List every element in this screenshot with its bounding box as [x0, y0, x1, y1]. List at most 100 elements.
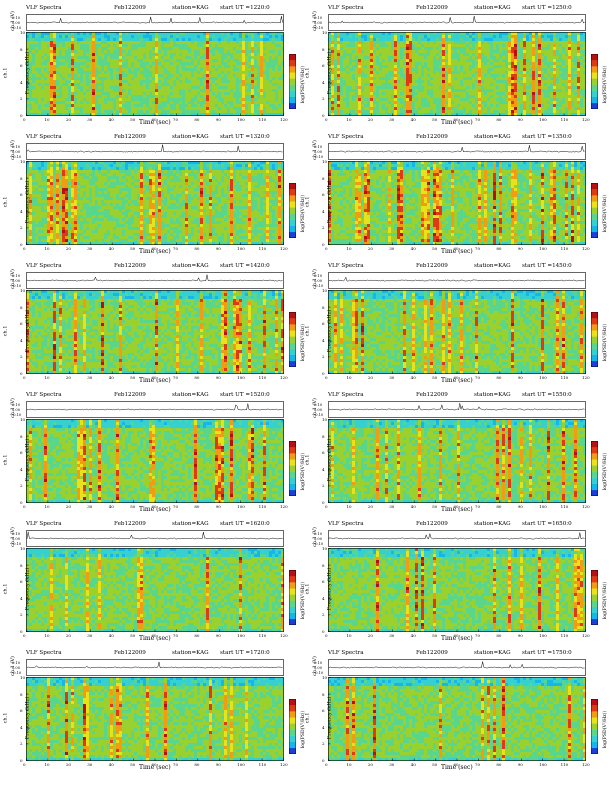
ts-tick-label: -0.10 — [12, 413, 21, 417]
ts-tick-label: 0.00 — [12, 150, 20, 154]
x-tick-label: 120 — [280, 762, 288, 767]
y-tick-label: 8 — [20, 47, 23, 52]
y-tick-label: 10 — [322, 288, 327, 293]
y-tick-label: 10 — [322, 159, 327, 164]
station-label: station=KAG — [474, 521, 511, 527]
x-tick-label: 20 — [66, 246, 71, 251]
time-series-plot — [328, 659, 586, 676]
x-tick-label: 60 — [454, 633, 459, 638]
spectrogram-image — [328, 419, 586, 503]
y-tick-label: 2 — [322, 483, 325, 488]
colorbar-segment — [591, 588, 598, 595]
time-series-plot — [328, 530, 586, 547]
y-tick-label: 0 — [322, 629, 325, 634]
channel-label: ch.1 — [2, 584, 8, 595]
colorbar-segment — [289, 594, 296, 601]
x-tick-label: 20 — [368, 375, 373, 380]
spectrogram-panel: VLF Spectra Feb122009 station=KAG start UT … — [2, 262, 306, 387]
colorbar — [591, 441, 598, 496]
y-tick-label: 0 — [322, 113, 325, 118]
colorbar-segment — [289, 711, 296, 718]
colorbar-segment — [289, 582, 296, 589]
x-tick-label: 100 — [539, 246, 547, 251]
ts-tick-label: -0.10 — [314, 26, 323, 30]
colorbar-segment — [289, 717, 296, 724]
spectrogram-plot — [328, 161, 586, 245]
x-tick-label: 0 — [23, 375, 26, 380]
colorbar-segment — [591, 312, 598, 319]
colorbar-frame — [289, 312, 296, 367]
y-axis-label: Frequency (kHz) — [326, 697, 332, 740]
time-series-frame — [328, 143, 586, 160]
colorbar-segment — [289, 735, 296, 742]
spectrogram-image — [26, 548, 284, 632]
x-tick-label: 90 — [518, 246, 523, 251]
colorbar-segment — [289, 741, 296, 749]
colorbar-label: log(PSD(V²/Hz)) — [603, 66, 608, 103]
station-label: station=KAG — [474, 650, 511, 656]
ts-tick-label: 0.10 — [12, 403, 20, 407]
ts-tick-label: -0.10 — [314, 671, 323, 675]
start-time-label: start UT =1620:0 — [220, 521, 270, 527]
spectrogram-plot — [328, 548, 586, 632]
y-tick-label: 8 — [20, 305, 23, 310]
x-tick-label: 120 — [582, 375, 590, 380]
x-axis-label: Time (sec) — [139, 506, 171, 513]
panel-header: VLF Spectra Feb122009 station=KAG start UT … — [14, 262, 304, 272]
date-label: Feb122009 — [416, 263, 448, 269]
colorbar-segment — [289, 453, 296, 460]
date-label: Feb122009 — [416, 5, 448, 11]
colorbar-segment — [591, 60, 598, 67]
date-label: Feb122009 — [416, 650, 448, 656]
colorbar-segment — [289, 471, 296, 478]
spectrogram-image — [26, 290, 284, 374]
spectrogram-panel: VLF Spectra Feb122009 station=KAG start UT … — [2, 133, 306, 258]
time-series-trace — [328, 661, 585, 669]
time-series-plot — [26, 143, 284, 160]
colorbar-segment — [591, 348, 598, 355]
x-tick-label: 120 — [280, 117, 288, 122]
colorbar-segment — [591, 201, 598, 208]
y-tick-label: 0 — [322, 242, 325, 247]
x-tick-label: 100 — [237, 375, 245, 380]
x-tick-label: 0 — [325, 375, 328, 380]
y-tick-label: 4 — [20, 338, 23, 343]
colorbar-frame — [591, 54, 598, 109]
y-axis-label: Frequency (kHz) — [326, 568, 332, 611]
colorbar-segment — [289, 66, 296, 73]
y-tick-label: 8 — [322, 434, 325, 439]
date-label: Feb122009 — [416, 392, 448, 398]
y-tick-label: 4 — [322, 467, 325, 472]
x-tick-label: 40 — [109, 246, 114, 251]
ts-tick-label: -0.10 — [12, 671, 21, 675]
time-series-trace — [328, 532, 585, 540]
plot-title: VLF Spectra — [328, 392, 364, 398]
x-tick-label: 80 — [194, 633, 199, 638]
time-series-frame — [26, 143, 284, 160]
x-tick-label: 110 — [561, 762, 569, 767]
panel-header: VLF Spectra Feb122009 station=KAG start UT … — [316, 649, 606, 659]
ts-tick-label: 0.00 — [314, 279, 322, 283]
y-axis-label: Frequency (kHz) — [326, 310, 332, 353]
x-tick-label: 20 — [368, 117, 373, 122]
y-tick-label: 0 — [20, 242, 23, 247]
colorbar-segment — [289, 483, 296, 491]
colorbar-segment — [591, 717, 598, 724]
y-tick-label: 2 — [20, 354, 23, 359]
colorbar-segment — [289, 318, 296, 325]
colorbar-segment — [591, 336, 598, 343]
colorbar-segment — [289, 225, 296, 233]
y-tick-label: 2 — [20, 612, 23, 617]
x-tick-label: 100 — [539, 633, 547, 638]
x-axis-label: Time (sec) — [441, 506, 473, 513]
colorbar-segment — [289, 342, 296, 349]
time-series-plot — [328, 14, 586, 31]
ts-tick-label: 0.00 — [12, 666, 20, 670]
x-tick-label: 110 — [259, 762, 267, 767]
x-tick-label: 80 — [194, 375, 199, 380]
station-label: station=KAG — [474, 134, 511, 140]
x-tick-label: 50 — [130, 504, 135, 509]
x-tick-label: 50 — [432, 762, 437, 767]
x-tick-label: 50 — [432, 633, 437, 638]
y-tick-label: 4 — [322, 596, 325, 601]
